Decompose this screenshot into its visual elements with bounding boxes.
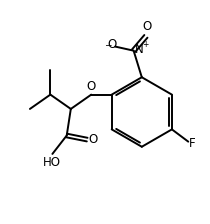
Text: F: F — [189, 137, 196, 150]
Text: O: O — [87, 80, 96, 93]
Text: +: + — [142, 41, 149, 50]
Text: N: N — [135, 43, 143, 56]
Text: O: O — [142, 20, 152, 33]
Text: −: − — [104, 41, 112, 50]
Text: O: O — [88, 133, 97, 146]
Text: O: O — [107, 39, 116, 52]
Text: HO: HO — [42, 155, 60, 168]
